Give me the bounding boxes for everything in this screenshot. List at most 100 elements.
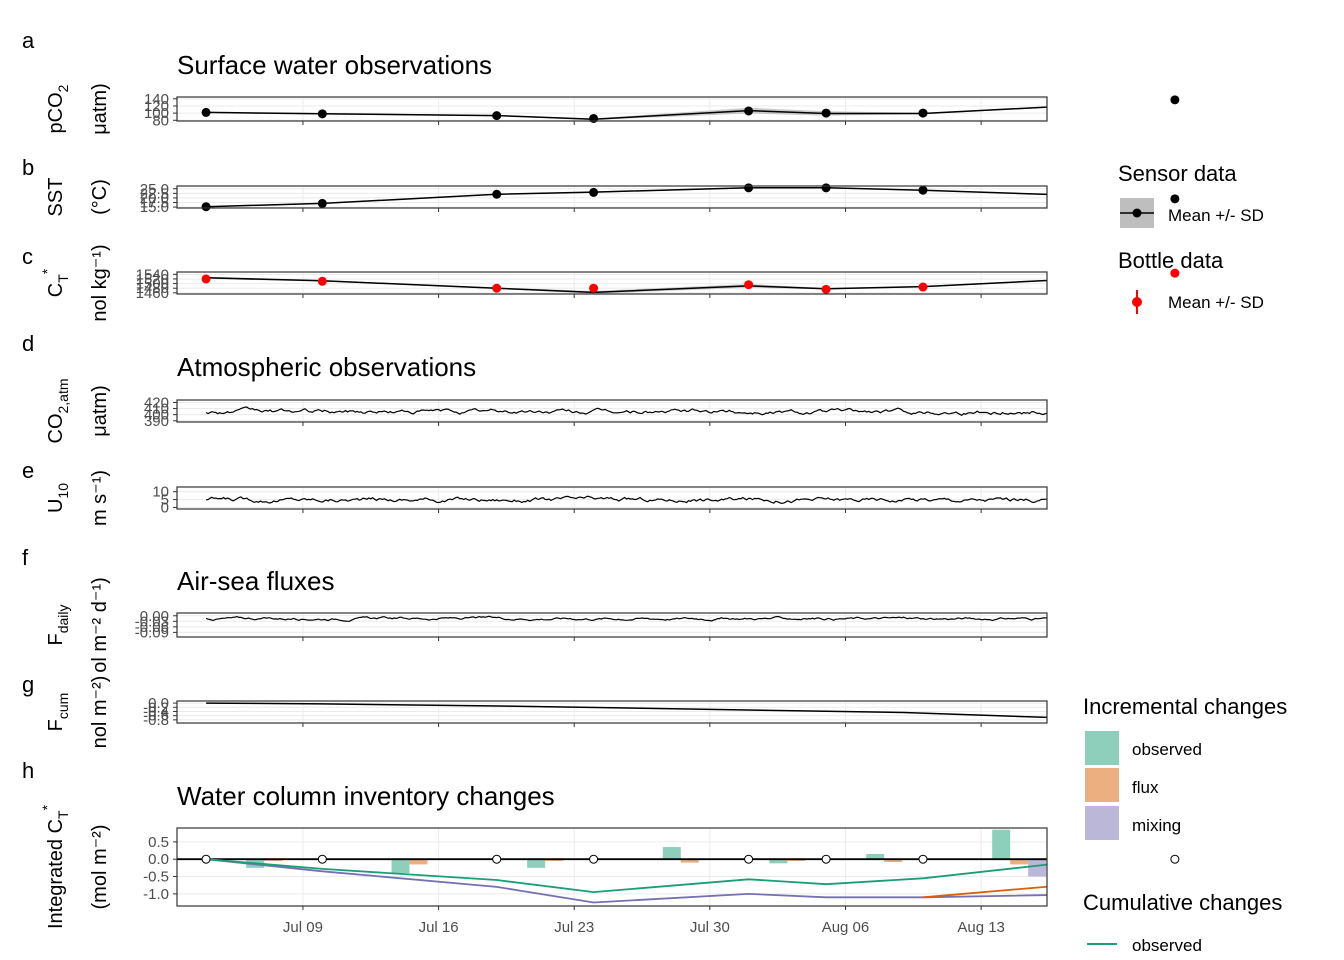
yunit-inventory: (mol m⁻²)	[89, 825, 111, 910]
ytick-fdaily-0: 0.00	[140, 608, 169, 625]
panel-inventory: 0.50.0-0.5-1.0 Integrated CT* (mol m⁻²)	[39, 804, 1180, 929]
legend-sensor-dot	[1132, 208, 1142, 218]
panel-bg-fdaily	[177, 613, 1047, 637]
panel-fcum: 0.0-0.2-0.4-0.6-0.8 Fcum nol m⁻²)	[45, 676, 1048, 749]
ytick-sst-0: 25.0	[140, 181, 169, 198]
panel-border-ct	[176, 271, 1048, 295]
bar-observed-2	[527, 859, 546, 868]
point-pco2-0	[201, 107, 211, 117]
section-title-surface: Surface water observations	[177, 50, 492, 80]
panel-bg-co2atm	[177, 400, 1047, 422]
legend-incremental-observed-key	[1085, 731, 1119, 765]
panel-letter-b: b	[22, 155, 34, 180]
ytick-ct-1: 1520	[136, 271, 169, 288]
xtick-label-2: Jul 23	[554, 919, 594, 936]
inventory-marker-4	[744, 854, 754, 864]
inventory-marker-6	[918, 854, 928, 864]
point-sst-0	[201, 202, 211, 212]
panel-letters: a b c d e f g h	[22, 28, 35, 783]
bar-flux-1	[409, 859, 428, 865]
plot-pco2	[206, 106, 1047, 120]
ytick-sst-3: 17.5	[140, 195, 169, 212]
panel-border-co2atm	[176, 399, 1048, 423]
ytick-u10-2: 0	[161, 499, 169, 516]
yunit-ct: nol kg⁻¹)	[89, 244, 111, 321]
ytick-sst-4: 15.0	[140, 199, 169, 216]
ytick-co2atm-2: 400	[144, 407, 169, 424]
inventory-marker-3	[589, 854, 599, 864]
panel-bg-fcum	[177, 701, 1047, 723]
ytick-fcum-3: -0.6	[143, 708, 169, 725]
point-sst-3	[589, 187, 599, 197]
ytick-co2atm-1: 410	[144, 401, 169, 418]
cum-mixing-line	[206, 858, 1047, 904]
panel-border-inventory	[176, 827, 1048, 907]
point-pco2-2	[492, 111, 502, 121]
panel-border-fdaily	[176, 612, 1048, 638]
series-line-ct	[206, 277, 1047, 294]
ylabel-inventory: Integrated CT*	[39, 804, 71, 929]
point-sst-4	[744, 183, 754, 193]
plot-ct	[206, 276, 1047, 294]
bar-observed-1	[391, 859, 410, 874]
ytick-fdaily-2: -0.06	[135, 619, 169, 636]
panel-sst: 25.022.520.017.515.0 SST (°C)	[45, 178, 1180, 216]
plot-u10	[206, 495, 1047, 505]
bar-observed-5	[866, 854, 885, 860]
yunit-co2atm: μatm)	[89, 385, 111, 437]
legend-sensor-item: Mean +/- SD	[1168, 206, 1264, 225]
panel-letter-f: f	[22, 545, 29, 570]
point-sst-5	[821, 183, 831, 193]
ytick-pco2-0: 140	[144, 91, 169, 108]
yunit-fdaily: ol m⁻² d⁻¹)	[89, 577, 111, 673]
inventory-marker-0	[201, 854, 211, 864]
series-line-sst	[206, 186, 1047, 208]
yunit-sst: (°C)	[89, 179, 111, 215]
xtick-label-0: Jul 09	[283, 919, 323, 936]
section-title-atmos: Atmospheric observations	[177, 352, 476, 382]
legend-incremental-flux-label: flux	[1132, 778, 1159, 797]
ytick-pco2-3: 80	[152, 112, 169, 129]
series-line-pco2	[206, 106, 1047, 120]
legend-incremental-mixing-key	[1085, 806, 1119, 840]
point-ct-4	[744, 280, 754, 290]
ytick-ct-2: 1500	[136, 276, 169, 293]
legend-bottle-title: Bottle data	[1118, 248, 1224, 273]
panel-letter-h: h	[22, 758, 34, 783]
yunit-fcum: nol m⁻²)	[89, 676, 111, 749]
panel-border-sst	[176, 185, 1048, 209]
ylabel-co2atm: CO2,atm	[45, 378, 71, 443]
ylabel-fdaily: Fdaily	[45, 604, 71, 645]
ytick-inventory-1: 0.0	[148, 851, 169, 868]
xtick-label-4: Aug 06	[822, 919, 870, 936]
ytick-inventory-2: -0.5	[143, 869, 169, 886]
ytick-pco2-1: 120	[144, 98, 169, 115]
ytick-fdaily-1: -0.03	[135, 613, 169, 630]
point-sst-1	[317, 198, 327, 208]
point-ct-1	[317, 276, 327, 286]
ytick-u10-1: 5	[161, 492, 169, 509]
legend-incremental-observed-label: observed	[1132, 740, 1202, 759]
x-axis: Jul 09 Jul 16 Jul 23 Jul 30 Aug 06 Aug 13	[283, 919, 1005, 936]
bar-observed-4	[769, 859, 788, 864]
ytick-fcum-2: -0.4	[143, 703, 169, 720]
cum-observed-line	[206, 858, 1047, 894]
inventory-marker-1	[317, 854, 327, 864]
point-pco2-4	[744, 106, 754, 116]
plot-co2atm	[205, 406, 1047, 417]
panel-border-u10	[176, 486, 1048, 510]
legend-cumulative-title: Cumulative changes	[1083, 890, 1282, 915]
section-title-inventory: Water column inventory changes	[177, 781, 555, 811]
panel-fdaily: 0.00-0.03-0.06-0.09 Fdaily ol m⁻² d⁻¹)	[45, 577, 1048, 673]
legend-bottle-item: Mean +/- SD	[1168, 293, 1264, 312]
ytick-ct-4: 1460	[136, 285, 169, 302]
panel-letter-c: c	[22, 244, 33, 269]
panel-letter-a: a	[22, 28, 35, 53]
bar-flux-3	[680, 859, 699, 863]
ylabel-fcum: Fcum	[45, 693, 71, 732]
series-line-fcum	[206, 702, 1047, 719]
ytick-fcum-0: 0.0	[148, 695, 169, 712]
